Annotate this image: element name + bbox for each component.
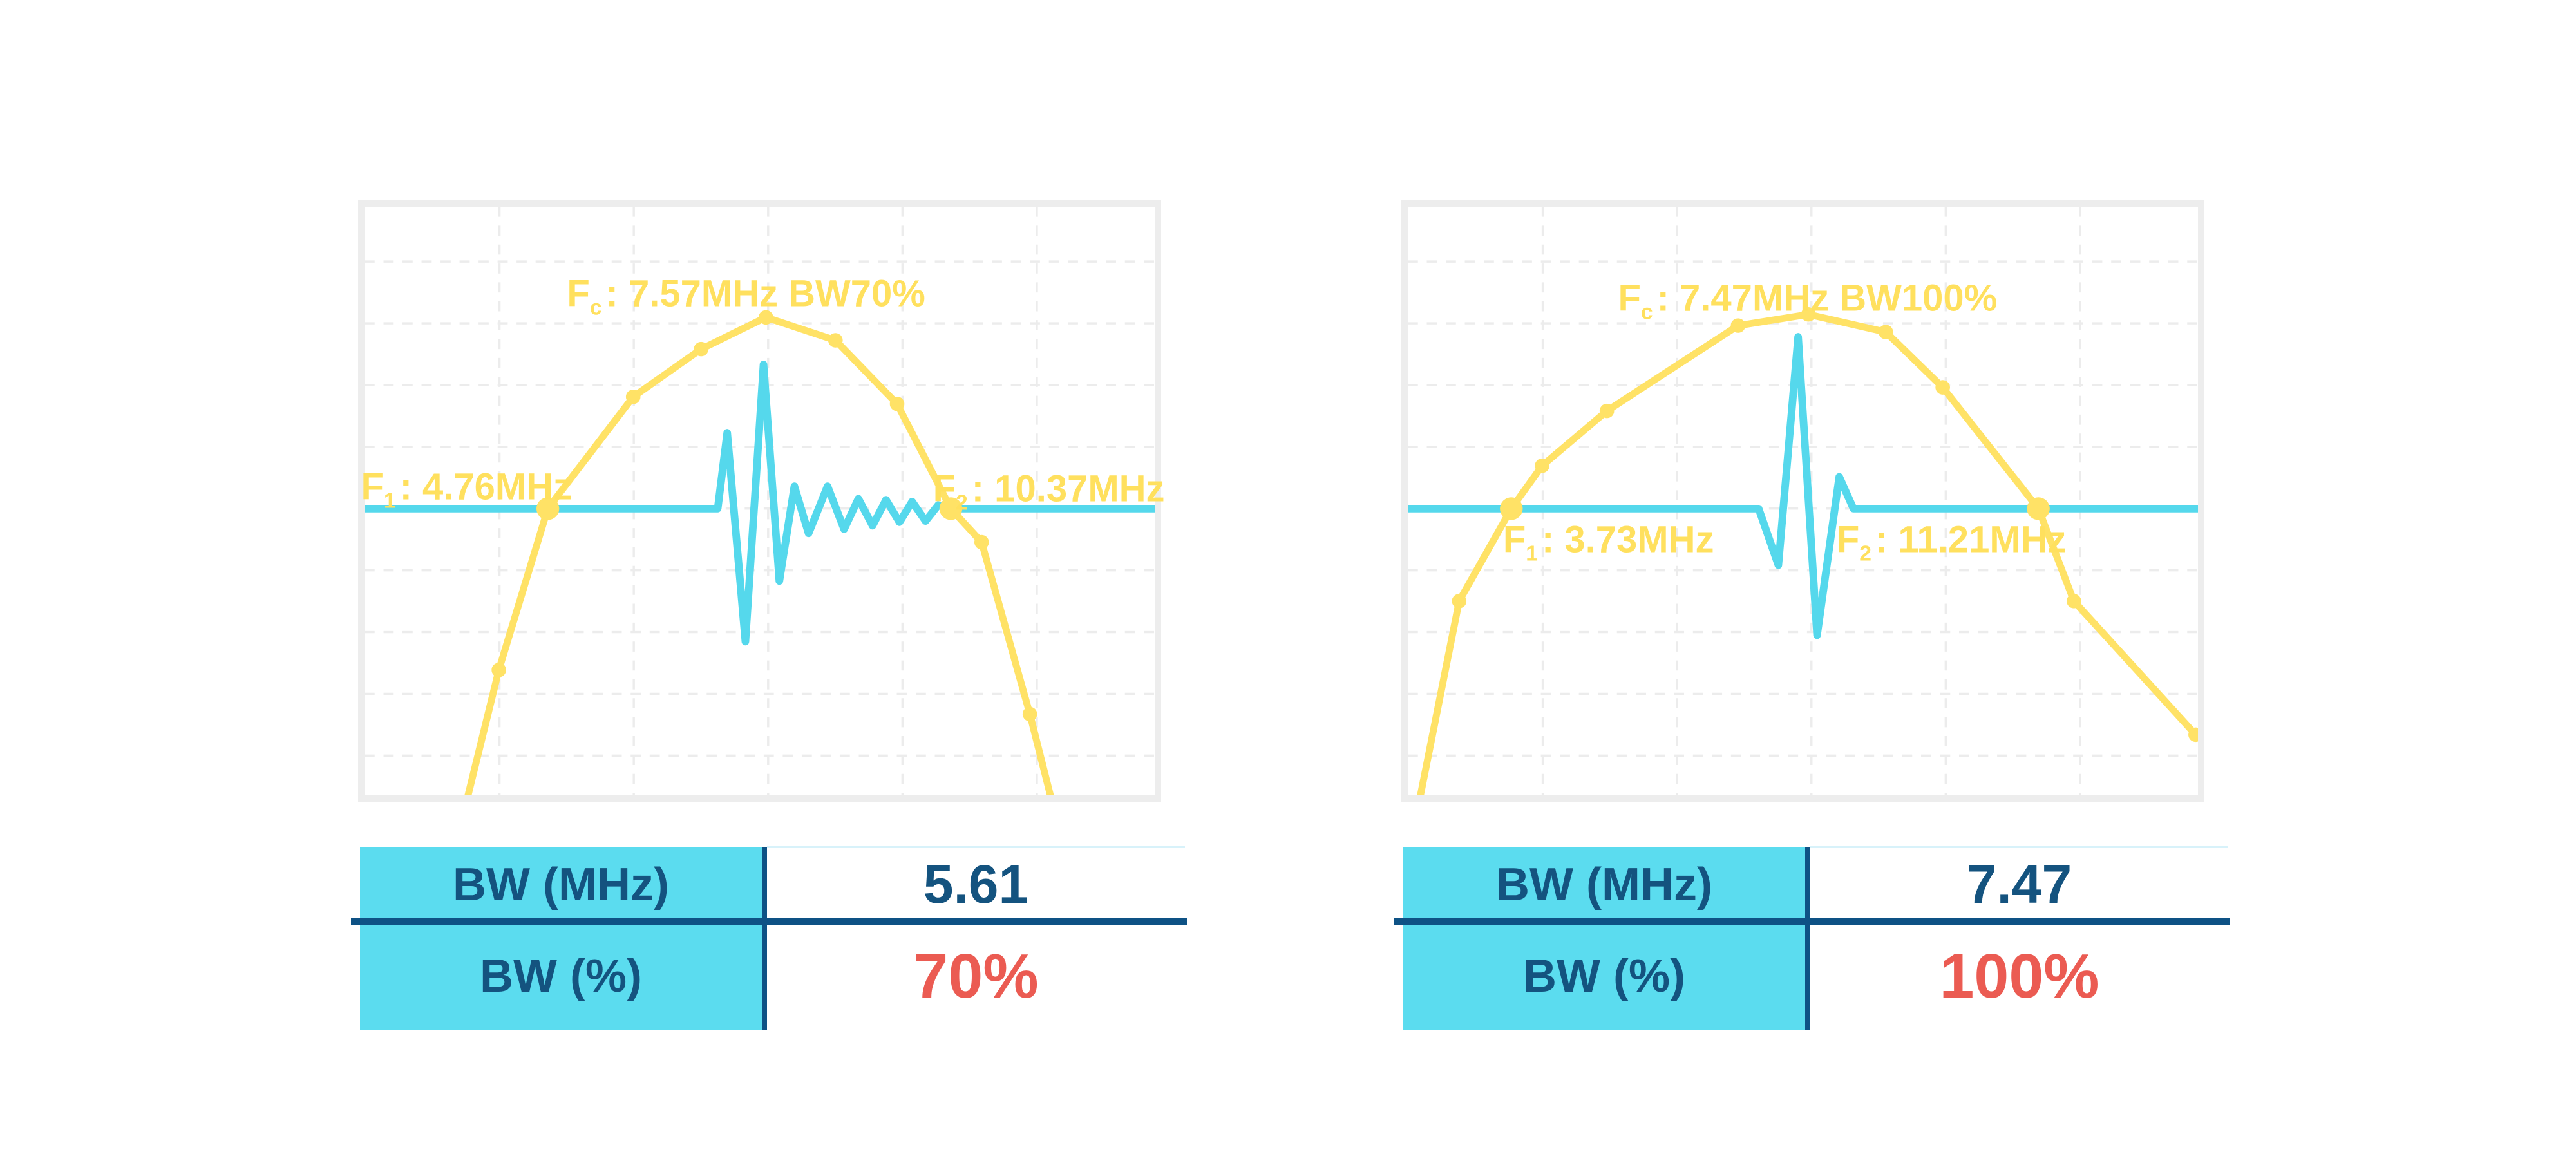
- spectrum-curve: [464, 314, 1054, 795]
- value-column-top-border: [1810, 846, 2228, 848]
- table-row-value: 7.47: [1966, 854, 2072, 914]
- spectrum-chart-bw100: Fc: 7.47MHz BW100% F1: 3.73MHz F2: 11.21…: [1401, 200, 2204, 802]
- table-row-label: BW (MHz): [1496, 858, 1712, 911]
- grid: [365, 207, 1155, 795]
- pulse-waveform: [1408, 333, 2198, 639]
- center-frequency-label: Fc: 7.57MHz BW70%: [567, 272, 925, 320]
- pulse-waveform: [365, 361, 1155, 646]
- table-row-label: BW (MHz): [453, 858, 669, 911]
- f2-frequency-label: F2: 11.21MHz: [1836, 518, 2067, 566]
- spectrum-chart-svg: [365, 207, 1155, 795]
- table-vertical-divider: [762, 847, 767, 1030]
- f1-frequency-label: F1: 3.73MHz: [1502, 518, 1714, 566]
- center-frequency-label: Fc: 7.47MHz BW100%: [1618, 277, 1998, 325]
- spectrum-markers: [491, 310, 1037, 722]
- bandwidth-table-bw100: BW (MHz) 7.47 BW (%) 100%: [1394, 846, 2230, 1030]
- bandwidth-table-bw70: BW (MHz) 5.61 BW (%) 70%: [351, 846, 1187, 1030]
- table-horizontal-divider: [1394, 918, 2230, 925]
- spectrum-markers: [1452, 307, 2198, 743]
- spectrum-chart-svg: [1408, 207, 2198, 795]
- table-row-label: BW (%): [480, 950, 642, 1002]
- table-row-label: BW (%): [1523, 950, 1685, 1002]
- table-header-column: [360, 847, 762, 1030]
- table-vertical-divider: [1805, 847, 1810, 1030]
- table-row-value-highlight: 100%: [1939, 940, 2099, 1011]
- halfpower-markers: [1500, 497, 2050, 520]
- table-horizontal-divider: [351, 918, 1187, 925]
- table-header-column: [1403, 847, 1805, 1030]
- f2-frequency-label: F2: 10.37MHz: [933, 468, 1165, 515]
- table-row-value: 5.61: [923, 854, 1029, 914]
- spectrum-curve: [1417, 310, 2198, 795]
- halfpower-markers: [536, 497, 963, 520]
- value-column-top-border: [767, 846, 1185, 848]
- grid: [1408, 207, 2198, 795]
- f1-frequency-label: F1: 4.76MHz: [361, 466, 573, 513]
- spectrum-chart-bw70: Fc: 7.57MHz BW70% F1: 4.76MHz F2: 10.37M…: [358, 200, 1165, 802]
- table-row-value-highlight: 70%: [913, 940, 1039, 1011]
